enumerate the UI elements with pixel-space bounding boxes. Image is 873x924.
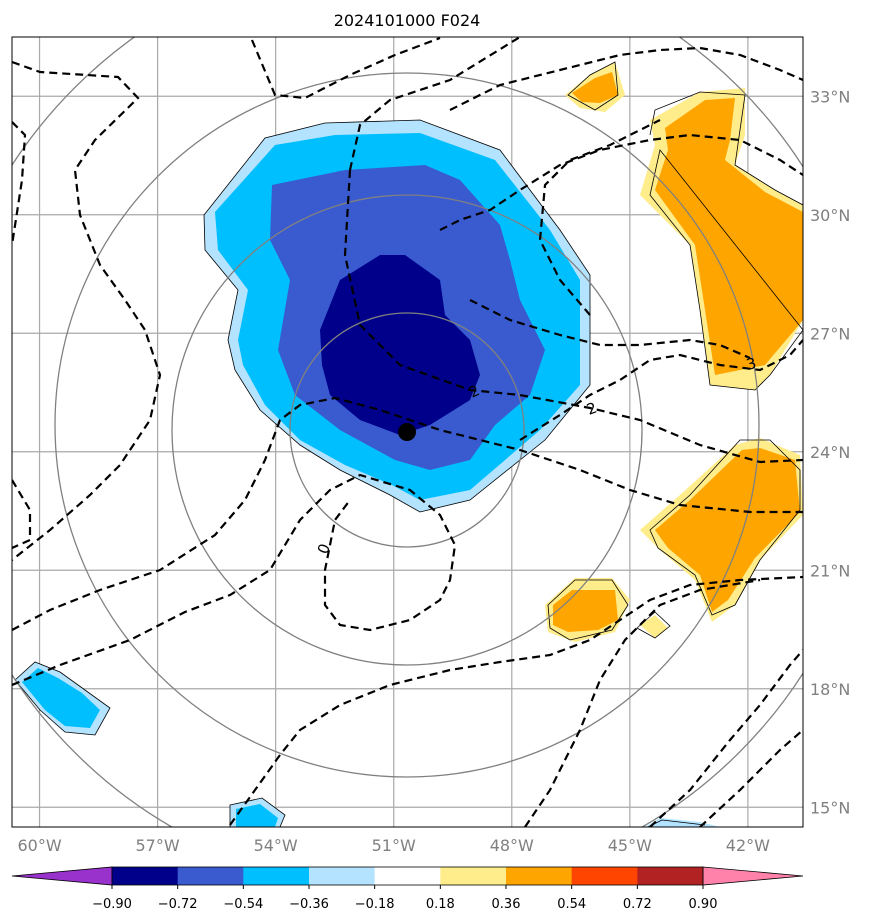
anomaly-fill-small-blue-west-inner [22,668,100,728]
contour-line [12,60,162,561]
colorbar-tick-label: −0.90 [92,897,132,912]
map-area: 0 2 2 3 [12,37,803,827]
colorbar-tick-label: −0.18 [355,897,395,912]
colorbar-segment [374,867,441,885]
contour-line [538,119,661,316]
colorbar-segment [177,867,244,885]
anomaly-fill-orange-top [572,72,618,103]
colorbar-tick-label: 0.90 [689,897,718,912]
contour-line [469,299,751,360]
colorbar-tick-label: −0.54 [223,897,263,912]
colorbar-tick-label: −0.72 [158,897,198,912]
contour-line [12,121,27,246]
y-tick-label: 33°N [810,87,850,106]
range-ring-2 [171,194,643,666]
contour-line [524,578,761,827]
anomaly-fill-yellow-small [640,615,668,638]
colorbar-tick-label: 0.18 [426,897,455,912]
y-tick-label: 15°N [810,798,850,817]
colorbar-tick-label: 0.72 [623,897,652,912]
colorbar-segment [571,867,638,885]
anomaly-fill-dark-navy [320,255,480,435]
colorbar-extend-low [11,866,113,886]
y-tick-label: 30°N [810,206,850,225]
contour-line [343,169,803,464]
x-tick-label: 54°W [254,836,298,855]
colorbar-segment [243,867,310,885]
contour-line [250,37,441,100]
colorbar-frame [111,866,704,886]
storm-center-marker [398,423,416,441]
anomaly-fill-small-blue-south-inner [236,804,278,827]
colorbar-tick-label: −0.36 [289,897,329,912]
contour-line [699,729,803,827]
colorbar-segment [309,867,376,885]
colorbar-segment [637,867,704,885]
chart-title: 2024101000 F024 [334,11,481,30]
contour-line [12,473,457,687]
negative-anomaly-region [15,120,720,827]
contour-line [229,575,803,826]
range-rings [12,37,803,827]
x-tick-label: 51°W [372,836,416,855]
y-tick-label: 24°N [810,443,850,462]
colorbar-tick-label: 0.54 [557,897,586,912]
y-tick-label: 27°N [810,324,850,343]
x-tick-label: 45°W [608,836,652,855]
x-tick-label: 42°W [726,836,770,855]
anomaly-fill-orange-east [655,448,800,612]
plot-frame [11,36,804,828]
x-tick-label: 48°W [490,836,534,855]
contour-line [449,46,803,111]
contour-line [439,133,803,231]
x-tick-label: 60°W [17,836,61,855]
y-tick-label: 18°N [810,680,850,699]
contour-label: 3 [744,354,758,374]
y-tick-label: 21°N [810,561,850,580]
contour-line [348,37,521,171]
range-ring-1 [289,312,525,548]
colorbar-extend-high [702,866,804,886]
x-tick-label: 57°W [136,836,180,855]
x-axis-ticks: 60°W 57°W 54°W 51°W 48°W 45°W 42°W [17,836,770,855]
contour-line [12,479,32,550]
contour-line [519,339,803,441]
range-ring-3 [54,72,760,778]
anomaly-outlines [14,61,803,827]
contour-line [12,396,803,631]
colorbar: −0.90 −0.72 −0.54 −0.36 −0.18 0.18 0.36 0.54 0.7… [11,866,804,912]
contour-line [649,649,803,827]
y-axis-ticks: 33°N 30°N 27°N 24°N 21°N 18°N 15°N [810,87,850,817]
colorbar-segment [506,867,573,885]
dashed-contours [12,37,803,827]
colorbar-tick-label: 0.36 [492,897,521,912]
colorbar-segment [112,867,179,885]
colorbar-segment [440,867,507,885]
